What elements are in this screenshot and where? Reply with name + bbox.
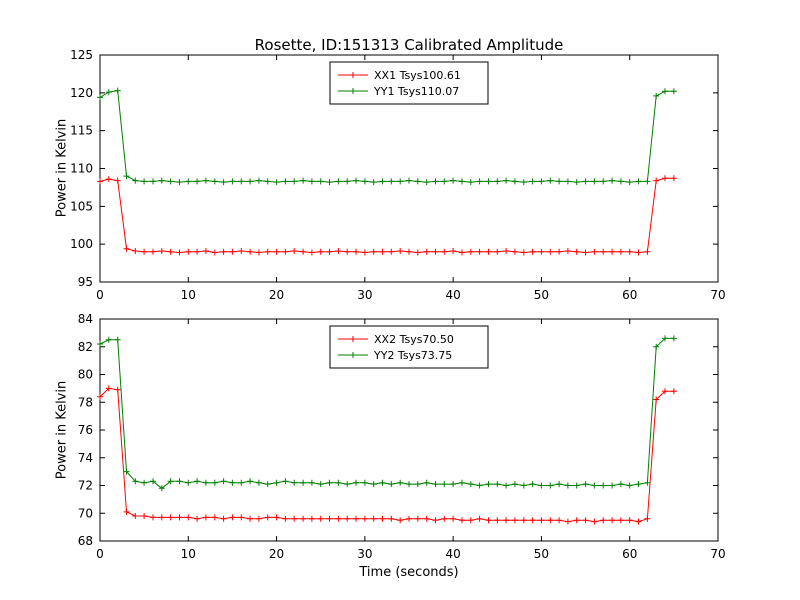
y-tick-label: 110 xyxy=(70,162,93,176)
x-axis-label: Time (seconds) xyxy=(359,565,459,580)
x-tick-label: 60 xyxy=(622,288,637,302)
x-tick-label: 50 xyxy=(534,547,549,561)
legend-label: YY1 Tsys110.07 xyxy=(373,85,459,98)
x-tick-label: 30 xyxy=(357,288,372,302)
x-tick-label: 40 xyxy=(446,288,461,302)
y-tick-label: 82 xyxy=(78,340,93,354)
legend-frame xyxy=(329,325,489,369)
y-tick-label: 68 xyxy=(78,534,93,548)
y-tick-label: 125 xyxy=(70,48,93,62)
x-tick-label: 70 xyxy=(710,547,725,561)
legend-marker-sample xyxy=(350,336,356,342)
y-tick-label: 72 xyxy=(78,479,93,493)
x-tick-label: 50 xyxy=(534,288,549,302)
legend: XX1 Tsys100.61 YY1 Tsys110.07 xyxy=(329,61,489,105)
y-tick-label: 74 xyxy=(78,451,93,465)
x-tick-label: 60 xyxy=(622,547,637,561)
legend-label: XX2 Tsys70.50 xyxy=(374,333,454,346)
tick-marks xyxy=(99,54,719,283)
y-tick-label: 78 xyxy=(78,395,93,409)
legend: XX2 Tsys70.50 YY2 Tsys73.75 xyxy=(329,325,489,369)
x-tick-label: 0 xyxy=(96,288,104,302)
subplot-top: 0 10 20 30 40 50 60 70 95 100 105 110 115 120 125 XX1 T… xyxy=(70,48,726,302)
tick-marks xyxy=(99,318,719,542)
x-tick-label: 10 xyxy=(181,288,196,302)
x-tick-label: 20 xyxy=(269,547,284,561)
y-tick-label: 80 xyxy=(78,368,93,382)
legend-marker-sample xyxy=(350,72,356,78)
y-tick-label: 84 xyxy=(78,312,93,326)
legend-frame xyxy=(329,61,489,105)
legend-label: XX1 Tsys100.61 xyxy=(374,69,461,82)
y-tick-label: 95 xyxy=(78,275,93,289)
y-tick-label: 120 xyxy=(70,86,93,100)
top-y-axis-label: Power in Kelvin xyxy=(54,118,70,218)
y-tick-label: 76 xyxy=(78,423,93,437)
y-tick-label: 100 xyxy=(70,237,93,251)
y-tick-label: 70 xyxy=(78,506,93,520)
subplot-bottom: 0 10 20 30 40 50 60 70 68 70 72 74 76 78 80 82 84 XX2 Tsy… xyxy=(78,312,726,561)
x-tick-label: 10 xyxy=(181,547,196,561)
bottom-y-axis-label: Power in Kelvin xyxy=(54,380,70,480)
x-tick-label: 30 xyxy=(357,547,372,561)
x-tick-label: 0 xyxy=(96,547,104,561)
x-tick-label: 20 xyxy=(269,288,284,302)
y-tick-label: 115 xyxy=(70,124,93,138)
figure-title: Rosette, ID:151313 Calibrated Amplitude xyxy=(254,36,564,54)
x-tick-label: 40 xyxy=(446,547,461,561)
series-markers-XX1 xyxy=(97,175,677,256)
series-markers-YY2 xyxy=(97,335,677,492)
x-tick-label: 70 xyxy=(710,288,725,302)
legend-marker-sample xyxy=(350,88,356,94)
y-tick-label: 105 xyxy=(70,199,93,213)
series-markers-YY1 xyxy=(97,87,677,186)
series-markers-XX2 xyxy=(97,385,677,525)
legend-marker-sample xyxy=(350,352,356,358)
legend-label: YY2 Tsys73.75 xyxy=(373,349,452,362)
